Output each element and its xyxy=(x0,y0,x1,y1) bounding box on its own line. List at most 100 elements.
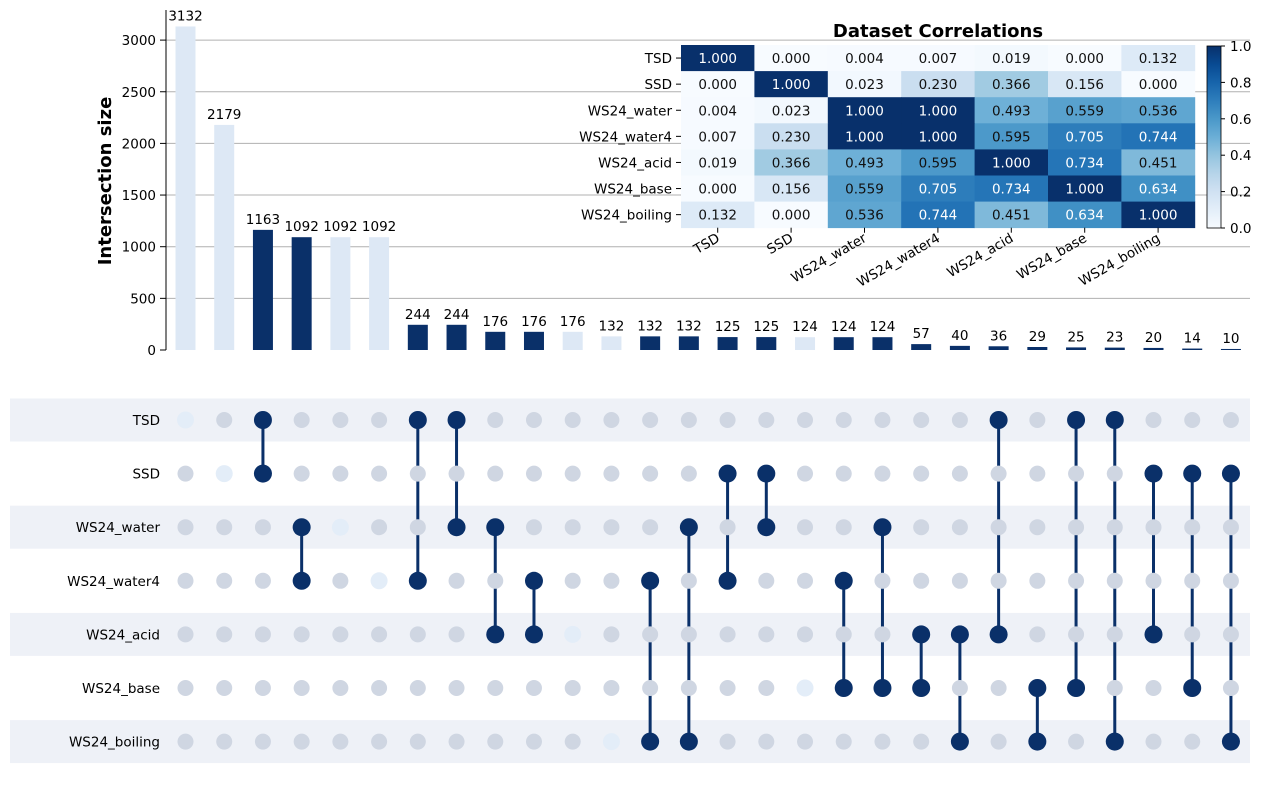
heatmap-cell xyxy=(827,201,902,229)
matrix-dot-active xyxy=(757,518,776,537)
intersection-matrix xyxy=(177,411,1240,751)
matrix-dot xyxy=(913,519,930,536)
heatmap-cell-value: 0.019 xyxy=(992,51,1031,67)
y-tick-label: 1000 xyxy=(122,240,156,256)
bar-value-label: 29 xyxy=(1029,329,1046,345)
set-labels: TSD SSD WS24_water WS24_water4 WS24_acid WS24… xyxy=(67,413,160,751)
intersection-bar xyxy=(1104,347,1125,350)
intersection-bar xyxy=(756,337,777,350)
matrix-dot xyxy=(487,733,504,750)
matrix-row-stripe xyxy=(10,612,1250,656)
bar-value-label: 176 xyxy=(560,314,586,330)
matrix-dot-active xyxy=(602,733,620,751)
heatmap-cell xyxy=(754,71,829,98)
heatmap-cell-value: 0.744 xyxy=(919,208,958,224)
heatmap-cell-value: 0.705 xyxy=(919,182,958,198)
heatmap-col-label: TSD xyxy=(690,230,722,258)
heatmap-cell-value: 0.004 xyxy=(698,103,737,119)
matrix-row-stripe xyxy=(10,398,1250,442)
heatmap-cell xyxy=(901,97,975,124)
matrix-dot xyxy=(990,680,1007,696)
bar-value-label: 57 xyxy=(913,326,930,342)
bar-value-label: 3132 xyxy=(168,8,202,24)
intersection-bar xyxy=(446,324,467,350)
matrix-row-stripe xyxy=(10,720,1250,764)
matrix-dot xyxy=(525,412,542,428)
heatmap-cell-value: 0.230 xyxy=(772,129,811,145)
matrix-dot xyxy=(371,626,388,643)
heatmap-col-label: SSD xyxy=(764,230,796,258)
matrix-dot xyxy=(525,680,542,696)
heatmap-row-label: WS24_water xyxy=(588,103,673,119)
bar-value-label: 1092 xyxy=(284,219,318,235)
matrix-dot xyxy=(216,733,233,750)
heatmap-cell-value: 0.004 xyxy=(845,51,884,67)
set-label: WS24_boiling xyxy=(69,735,160,751)
intersection-bar xyxy=(1027,347,1048,350)
matrix-dot xyxy=(835,465,852,482)
matrix-dot xyxy=(254,733,271,750)
colorbar-tick-label: 0.8 xyxy=(1230,75,1251,91)
matrix-dot xyxy=(1068,733,1085,750)
bar-value-label: 125 xyxy=(715,319,741,335)
heatmap-cell-value: 1.000 xyxy=(1065,182,1104,198)
matrix-dot-active xyxy=(834,571,853,590)
matrix-dot xyxy=(874,626,891,643)
matrix-dot-active xyxy=(1067,411,1086,429)
matrix-dot xyxy=(525,519,542,536)
matrix-dot-active xyxy=(873,518,892,537)
matrix-dot xyxy=(1222,626,1239,643)
matrix-dot xyxy=(177,572,194,589)
heatmap-cell-value: 0.000 xyxy=(1139,77,1178,93)
matrix-dot-active xyxy=(796,679,814,697)
heatmap-cell-value: 0.132 xyxy=(1139,51,1178,67)
matrix-dot xyxy=(990,519,1007,536)
matrix-dot xyxy=(371,412,388,428)
matrix-dot-active xyxy=(834,679,853,697)
matrix-dot xyxy=(1184,519,1201,536)
matrix-dot xyxy=(1145,572,1162,589)
y-axis-label: Intersection size xyxy=(95,97,116,266)
matrix-dot xyxy=(1068,626,1085,643)
bar-value-label: 20 xyxy=(1145,330,1162,346)
matrix-dot xyxy=(990,733,1007,750)
bar-value-label: 125 xyxy=(753,319,779,335)
heatmap-cell-value: 0.595 xyxy=(992,129,1031,145)
heatmap-cell xyxy=(1121,201,1196,229)
intersection-bar xyxy=(175,26,196,351)
matrix-dot xyxy=(913,572,930,589)
intersection-bar xyxy=(523,331,544,350)
matrix-dot-active xyxy=(564,625,582,643)
matrix-dot xyxy=(293,626,310,643)
matrix-dot xyxy=(371,465,388,482)
intersection-bar xyxy=(291,237,312,350)
matrix-row-stripe xyxy=(10,505,1250,549)
matrix-dot xyxy=(874,412,891,428)
matrix-dot-active xyxy=(718,571,737,590)
heatmap-cell xyxy=(1121,123,1196,150)
matrix-dot xyxy=(1184,412,1201,428)
matrix-dot xyxy=(1145,412,1162,428)
matrix-dot xyxy=(951,519,968,536)
heatmap-cell xyxy=(1121,175,1196,202)
matrix-dot xyxy=(177,626,194,643)
matrix-dot xyxy=(1222,519,1239,536)
matrix-dot xyxy=(680,680,697,696)
matrix-dot-active xyxy=(1144,625,1163,644)
set-label: WS24_water xyxy=(76,520,161,536)
heatmap-col-label: WS24_water4 xyxy=(854,230,942,290)
heatmap-col-label: WS24_boiling xyxy=(1076,230,1163,289)
matrix-dot xyxy=(216,519,233,536)
matrix-dot xyxy=(603,519,620,536)
heatmap-cell-value: 0.493 xyxy=(992,103,1031,119)
matrix-dot xyxy=(680,572,697,589)
colorbar-tick-label: 0.0 xyxy=(1230,221,1251,237)
heatmap-cell-value: 1.000 xyxy=(772,77,811,93)
heatmap-cell xyxy=(1048,149,1122,176)
bar-value-label: 176 xyxy=(482,314,508,330)
matrix-dot xyxy=(525,465,542,482)
matrix-dot-active xyxy=(989,625,1008,644)
matrix-dot xyxy=(797,412,814,428)
y-tick-label: 3000 xyxy=(122,33,156,49)
